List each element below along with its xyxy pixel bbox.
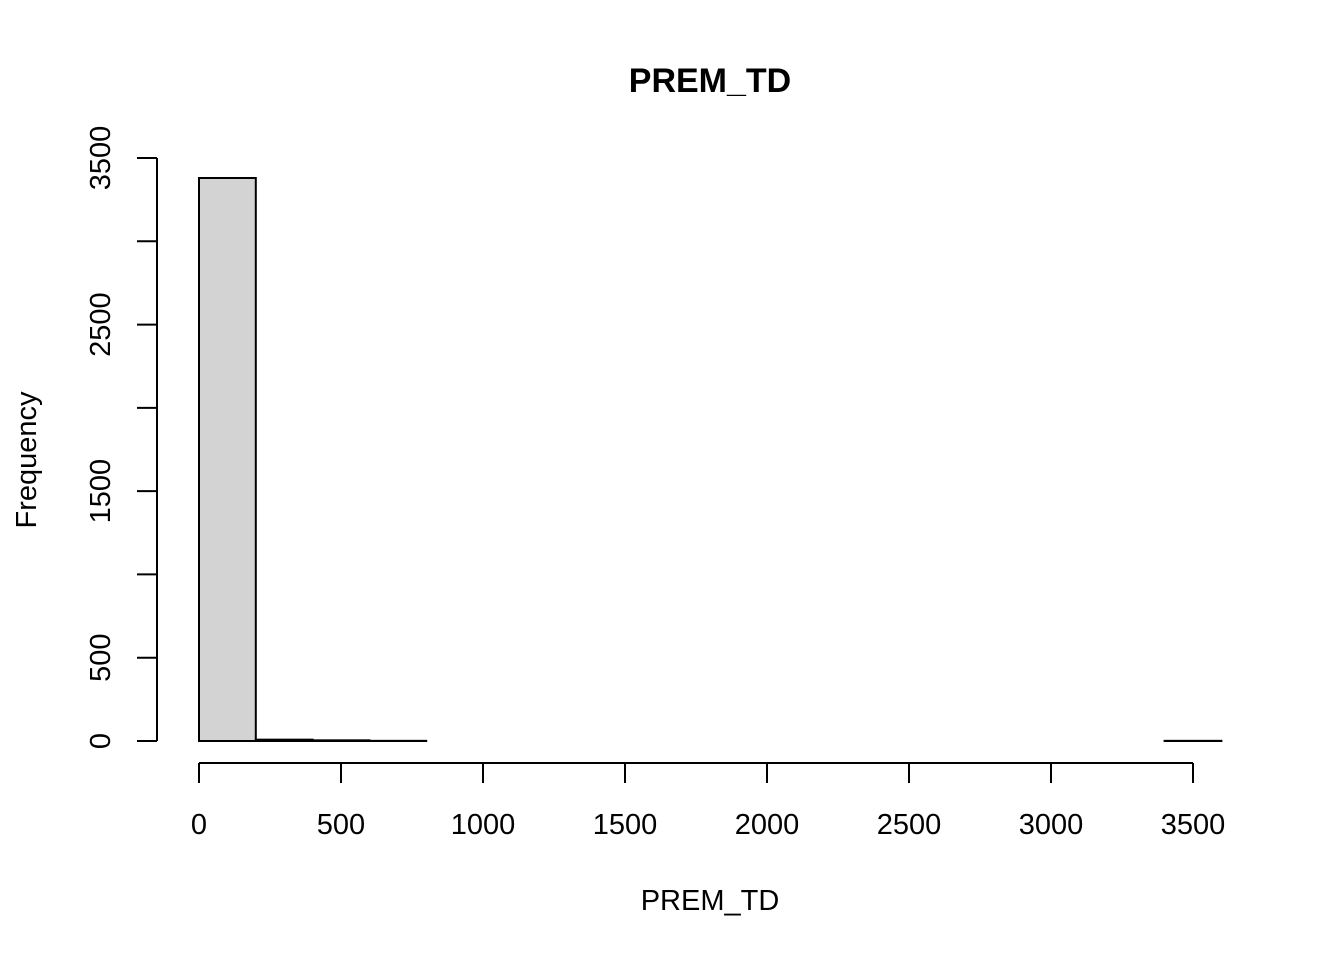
x-tick-label: 1500 xyxy=(593,809,658,841)
y-axis: 0 500 1500 2500 3500 xyxy=(85,126,158,749)
x-axis-label: PREM_TD xyxy=(641,885,780,917)
histogram-bar xyxy=(254,738,314,742)
x-tick-label: 2000 xyxy=(735,809,800,841)
histogram-bar xyxy=(311,739,371,743)
x-tick-label: 3000 xyxy=(1019,809,1084,841)
x-axis: 0 500 1000 1500 2000 2500 3000 3500 xyxy=(191,762,1226,841)
y-tick-label: 0 xyxy=(85,733,117,749)
x-tick-label: 3500 xyxy=(1161,809,1226,841)
x-tick-label: 0 xyxy=(191,809,207,841)
y-tick-label: 2500 xyxy=(85,292,117,357)
y-tick-label: 500 xyxy=(85,634,117,682)
x-tick-label: 1000 xyxy=(451,809,516,841)
bars-group xyxy=(198,176,1223,743)
histogram-bar xyxy=(198,176,257,742)
chart-title: PREM_TD xyxy=(629,62,791,100)
x-tick-label: 500 xyxy=(317,809,365,841)
y-tick-label: 3500 xyxy=(85,126,117,191)
y-tick-label: 1500 xyxy=(85,459,117,524)
x-tick-label: 2500 xyxy=(877,809,942,841)
y-axis-label: Frequency xyxy=(11,391,43,529)
